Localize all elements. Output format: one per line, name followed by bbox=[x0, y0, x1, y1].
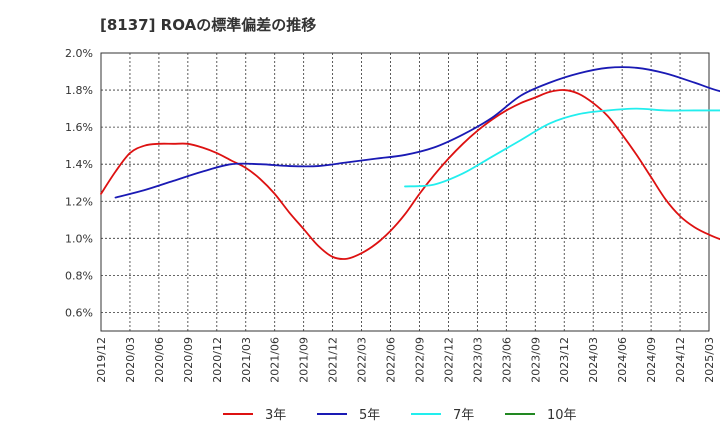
x-tick-label: 2023/06 bbox=[500, 337, 513, 383]
x-tick-label: 2021/09 bbox=[298, 337, 311, 383]
x-tick-label: 2024/09 bbox=[645, 337, 658, 383]
x-tick-label: 2021/03 bbox=[240, 337, 253, 383]
x-tick-label: 2020/06 bbox=[153, 337, 166, 383]
x-tick-label: 2023/03 bbox=[471, 337, 484, 383]
y-tick-label: 2.0% bbox=[65, 47, 93, 60]
y-tick-label: 1.6% bbox=[65, 121, 93, 134]
x-tick-label: 2022/09 bbox=[413, 337, 426, 383]
legend-label: 10年 bbox=[547, 408, 577, 423]
x-tick-label: 2022/12 bbox=[442, 337, 455, 383]
series-line-2 bbox=[114, 66, 720, 199]
x-tick-label: 2019/12 bbox=[95, 337, 108, 383]
series-line-1 bbox=[100, 89, 720, 260]
x-tick-label: 2024/12 bbox=[674, 337, 687, 383]
plot-border bbox=[100, 52, 710, 332]
y-tick-label: 1.8% bbox=[65, 84, 93, 97]
x-tick-label: 2022/06 bbox=[385, 337, 398, 383]
y-tick-label: 0.8% bbox=[65, 269, 93, 282]
legend-label: 3年 bbox=[265, 408, 286, 423]
series-line-3 bbox=[404, 107, 720, 188]
x-tick-label: 2021/12 bbox=[327, 337, 340, 383]
legend-label: 7年 bbox=[453, 408, 474, 423]
x-tick-label: 2020/12 bbox=[211, 337, 224, 383]
x-tick-label: 2020/03 bbox=[124, 337, 137, 383]
x-tick-label: 2024/03 bbox=[587, 337, 600, 383]
chart-title: [8137] ROAの標準偏差の推移 bbox=[100, 16, 317, 34]
x-tick-label: 2025/03 bbox=[703, 337, 716, 383]
x-tick-label: 2022/03 bbox=[356, 337, 369, 383]
y-tick-label: 1.0% bbox=[65, 232, 93, 245]
x-tick-label: 2023/12 bbox=[558, 337, 571, 383]
y-tick-label: 1.2% bbox=[65, 195, 93, 208]
legend-label: 5年 bbox=[359, 408, 380, 423]
x-tick-label: 2023/09 bbox=[529, 337, 542, 383]
x-tick-label: 2020/09 bbox=[182, 337, 195, 383]
y-tick-label: 1.4% bbox=[65, 158, 93, 171]
plot-area bbox=[101, 53, 709, 331]
x-tick-label: 2021/06 bbox=[269, 337, 282, 383]
y-tick-label: 0.6% bbox=[65, 306, 93, 319]
x-tick-label: 2024/06 bbox=[616, 337, 629, 383]
